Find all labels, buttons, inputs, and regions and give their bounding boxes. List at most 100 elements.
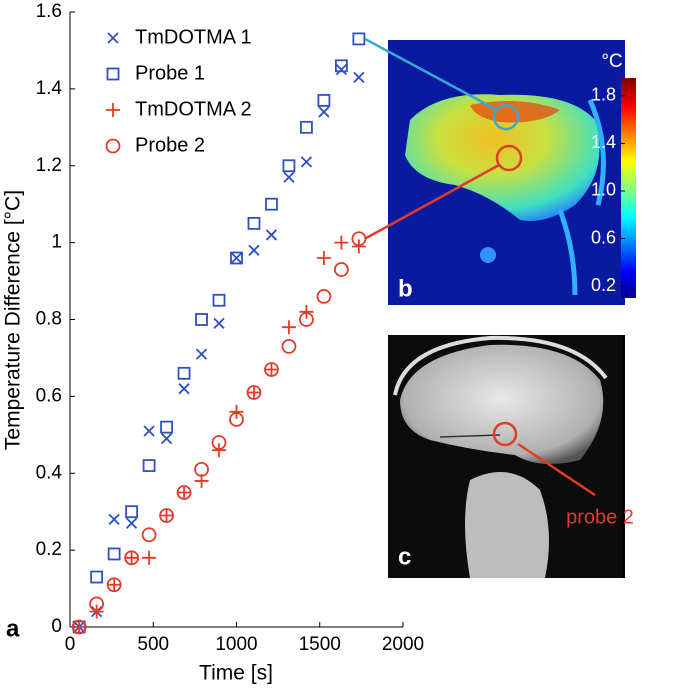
marker <box>142 459 156 472</box>
connector <box>364 163 500 240</box>
x-tick-label: 1500 <box>299 634 341 655</box>
colorbar-tick-label: 1.4 <box>591 132 616 152</box>
marker <box>177 485 192 500</box>
mr-image <box>388 335 625 578</box>
marker <box>281 320 296 335</box>
colorbar-tick-label: 1.8 <box>591 85 616 105</box>
legend-label: Probe 1 <box>135 62 205 84</box>
colorbar-tick-label: 0.6 <box>591 227 616 247</box>
x-tick-label: 500 <box>137 634 169 655</box>
marker <box>246 385 262 400</box>
legend-marker <box>105 138 121 154</box>
marker <box>89 604 104 619</box>
marker <box>195 348 208 360</box>
temperature-map <box>388 40 636 305</box>
marker <box>316 289 332 304</box>
y-tick-label: 1.4 <box>36 78 63 99</box>
marker <box>106 577 122 593</box>
marker <box>353 71 365 83</box>
legend-marker <box>106 67 120 81</box>
marker <box>283 171 295 183</box>
y-tick-label: 0.4 <box>36 462 63 483</box>
marker <box>229 404 244 419</box>
marker <box>142 550 157 565</box>
marker <box>160 433 173 445</box>
legend-marker <box>107 32 119 44</box>
marker <box>213 317 225 329</box>
legend-marker <box>106 103 120 117</box>
annotation: probe 2 <box>566 506 634 528</box>
panel-label: b <box>398 275 413 302</box>
marker <box>334 59 348 73</box>
x-tick-label: 2000 <box>382 634 424 655</box>
connector <box>364 37 498 112</box>
marker <box>107 577 122 592</box>
marker <box>299 312 314 327</box>
marker <box>265 229 278 241</box>
marker <box>90 570 104 584</box>
panel-label: c <box>398 543 411 570</box>
marker <box>108 513 120 526</box>
y-tick-label: 0.2 <box>36 539 62 560</box>
marker <box>333 262 349 277</box>
marker <box>125 517 138 529</box>
marker <box>71 619 87 635</box>
legend-label: TmDOTMA 2 <box>135 98 252 120</box>
marker <box>317 94 331 107</box>
colorbar-tick-label: 1.0 <box>591 180 616 200</box>
marker <box>159 508 174 523</box>
marker <box>265 197 278 211</box>
y-tick-label: 1 <box>51 232 62 253</box>
marker <box>160 420 173 434</box>
marker <box>212 293 226 307</box>
marker <box>248 244 260 256</box>
marker <box>72 620 87 634</box>
y-tick-label: 1.6 <box>36 1 62 22</box>
colorbar-tick-label: 0.2 <box>591 275 616 295</box>
marker <box>141 527 157 543</box>
marker <box>246 385 261 400</box>
marker <box>230 252 243 264</box>
y-tick-label: 0.8 <box>36 309 62 330</box>
marker <box>211 435 227 450</box>
marker <box>230 251 243 265</box>
marker <box>351 239 366 254</box>
y-tick-label: 0 <box>51 616 62 637</box>
marker <box>316 251 331 265</box>
marker <box>125 505 139 519</box>
marker <box>177 366 191 380</box>
marker <box>300 120 313 134</box>
marker <box>334 235 349 250</box>
marker <box>281 339 297 354</box>
marker <box>352 32 366 46</box>
marker <box>124 550 139 565</box>
marker <box>229 412 244 427</box>
y-axis-label: Temperature Difference [°C] <box>2 190 25 450</box>
marker <box>176 485 192 500</box>
y-tick-label: 1.2 <box>36 155 62 176</box>
marker <box>212 443 227 458</box>
panel-label: a <box>6 615 20 642</box>
marker <box>107 547 121 561</box>
marker <box>178 383 190 395</box>
marker <box>89 596 105 612</box>
marker <box>318 106 330 118</box>
marker <box>247 217 261 230</box>
marker <box>143 425 155 437</box>
x-tick-label: 0 <box>65 634 76 655</box>
x-tick-label: 1000 <box>215 634 257 655</box>
marker <box>282 159 296 173</box>
legend-label: TmDOTMA 1 <box>135 26 252 48</box>
marker <box>300 156 313 168</box>
marker <box>264 362 279 377</box>
marker <box>194 462 209 477</box>
legend-label: Probe 2 <box>135 134 205 156</box>
marker <box>335 64 348 76</box>
x-axis-label: Time [s] <box>199 662 273 685</box>
marker <box>124 550 140 566</box>
y-tick-label: 0.6 <box>36 385 62 406</box>
colorbar-label: °C <box>601 51 622 72</box>
marker <box>264 362 279 377</box>
marker <box>159 508 174 523</box>
